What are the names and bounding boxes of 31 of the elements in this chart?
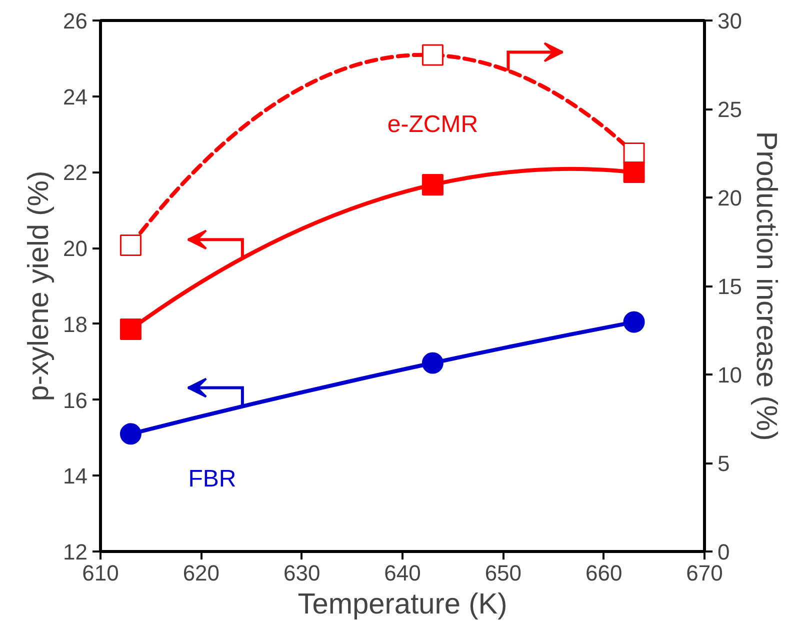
series-label: FBR [188, 465, 236, 492]
point [422, 174, 444, 196]
x-tick-label: 660 [585, 560, 622, 586]
y2-tick-label: 5 [718, 451, 730, 476]
y2-tick-label: 20 [718, 186, 742, 210]
point [120, 423, 142, 445]
point [623, 311, 645, 333]
y2-tick-label: 15 [718, 274, 742, 299]
y2-axis-title: Production increase (%) [750, 131, 782, 441]
y-tick-label: 24 [63, 84, 88, 110]
x-tick-label: 640 [384, 560, 421, 586]
y2-tick-label: 10 [718, 362, 742, 388]
series-label: e-ZCMR [387, 111, 478, 138]
y2-tick-label: 30 [718, 8, 742, 34]
x-axis-title: Temperature (K) [298, 588, 508, 620]
y-axis-title: p-xylene yield (%) [23, 170, 56, 402]
point [623, 161, 645, 183]
x-tick-label: 630 [283, 560, 320, 586]
y-tick-label: 26 [63, 8, 88, 34]
y-tick-label: 20 [63, 236, 88, 262]
point [422, 44, 444, 66]
point [422, 352, 444, 374]
point [120, 318, 142, 340]
y-tick-label: 18 [63, 312, 88, 337]
y-tick-label: 14 [63, 464, 88, 489]
y-tick-label: 16 [63, 388, 88, 413]
x-tick-label: 650 [484, 560, 522, 586]
point [120, 234, 142, 256]
y2-tick-label: 25 [718, 97, 742, 122]
x-tick-label: 620 [182, 560, 220, 586]
y-tick-label: 22 [63, 160, 88, 186]
